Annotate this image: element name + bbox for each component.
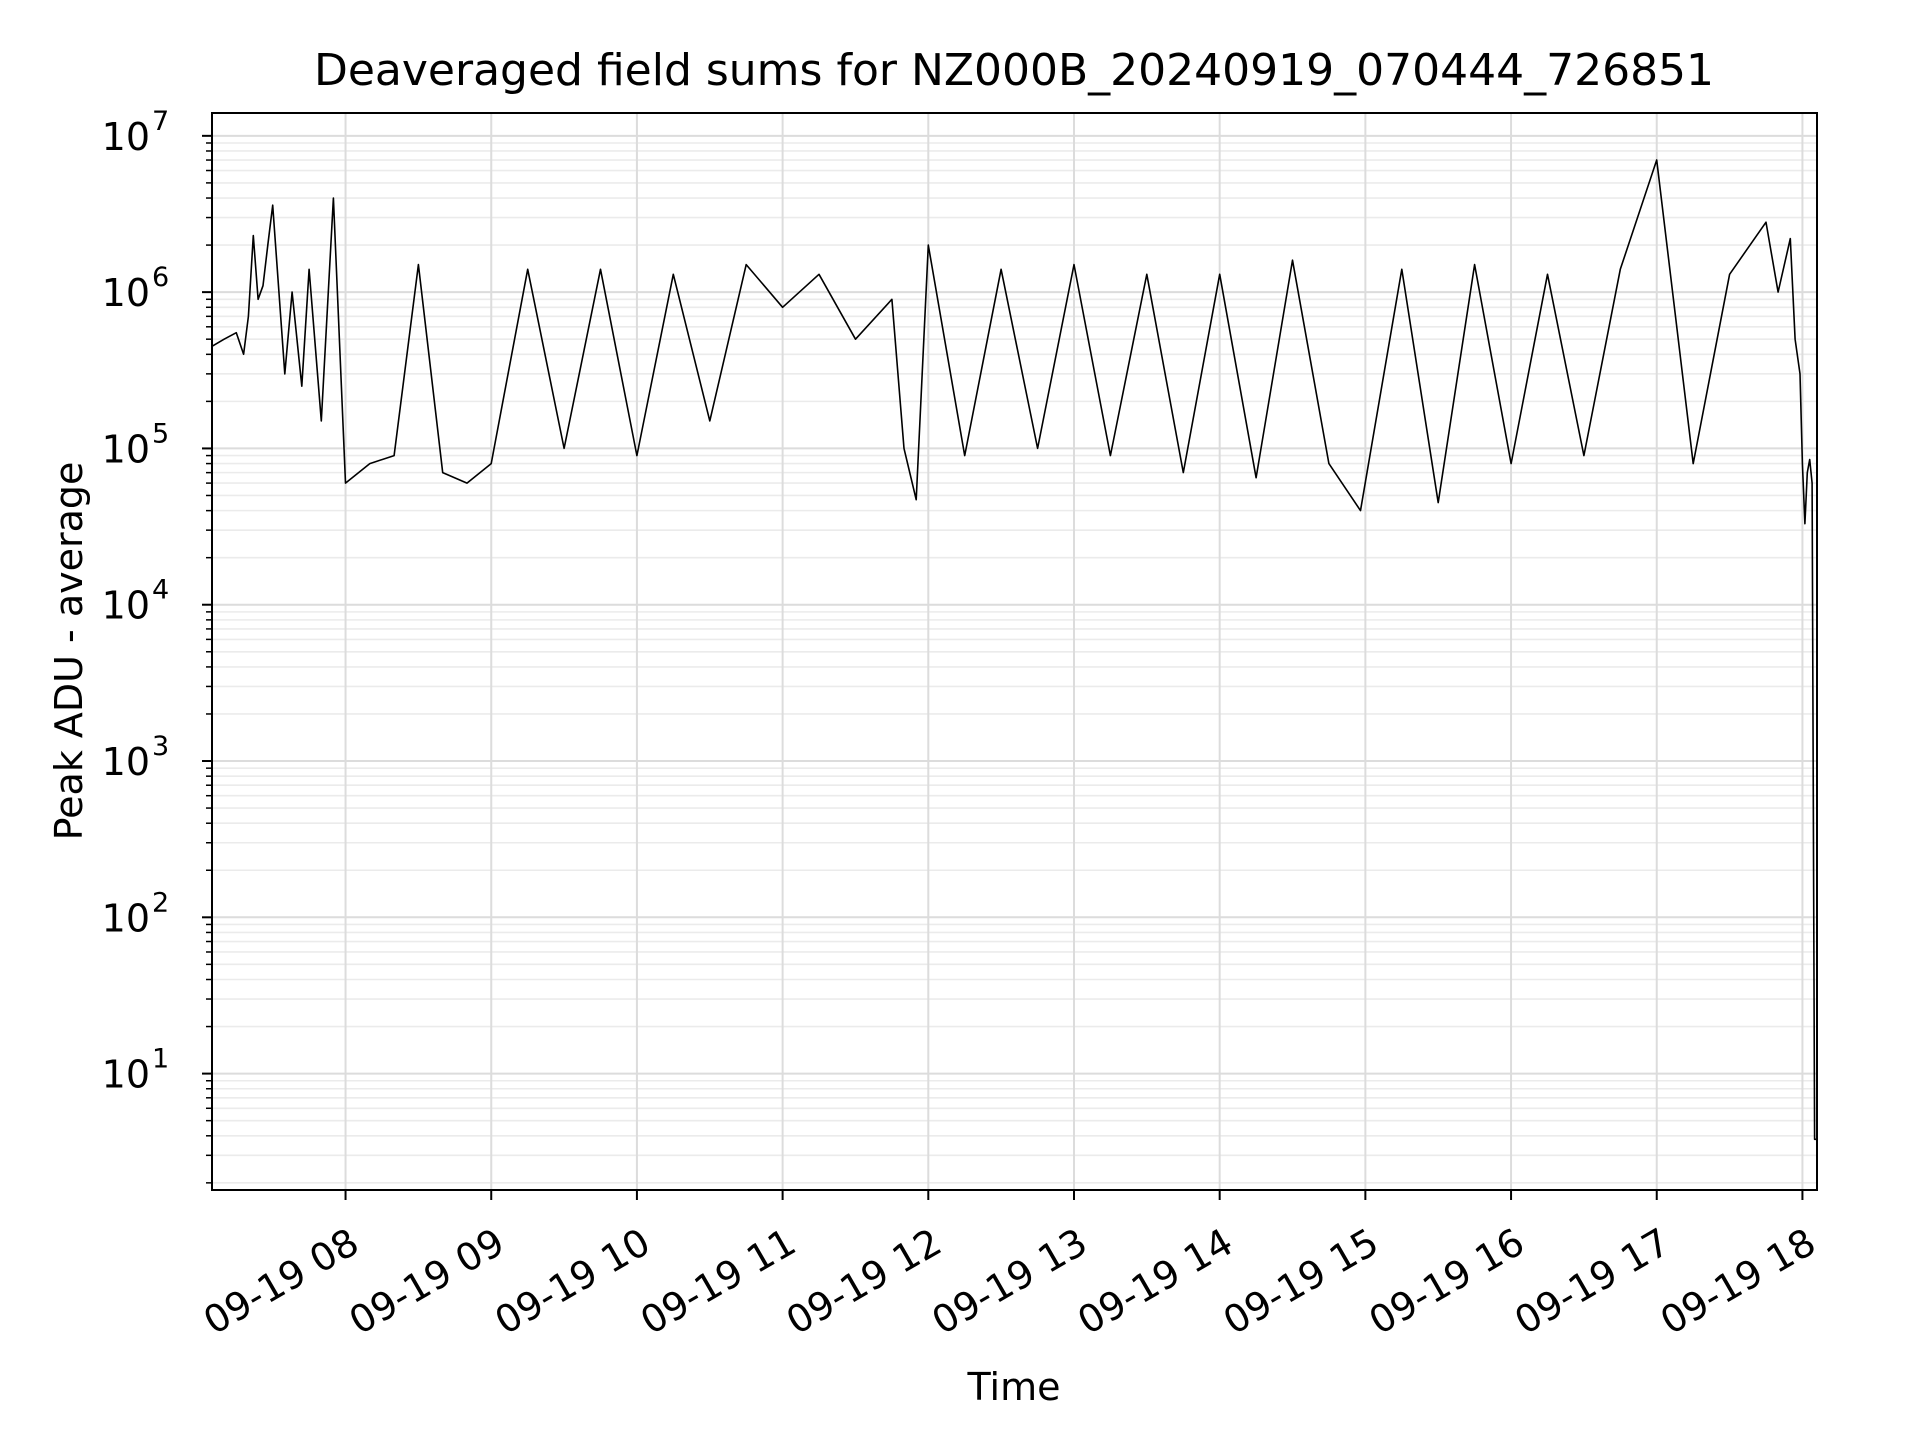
y-tick-label: 10 (102, 740, 150, 784)
y-tick-label-exponent: 6 (152, 262, 169, 293)
x-axis-label: Time (967, 1365, 1061, 1409)
chart-title: Deaveraged field sums for NZ000B_2024091… (314, 45, 1714, 96)
y-tick-label: 10 (102, 427, 150, 471)
y-tick-label: 10 (102, 271, 150, 315)
y-tick-label-exponent: 1 (152, 1044, 169, 1075)
plot-area (211, 159, 1817, 1141)
y-tick-label-exponent: 3 (152, 731, 169, 762)
y-tick-label-exponent: 4 (152, 575, 169, 606)
series-line (211, 159, 1817, 1141)
y-tick-label: 10 (102, 1053, 150, 1097)
y-tick-label-exponent: 5 (152, 418, 169, 449)
grid (212, 113, 1817, 1190)
y-tick-label-exponent: 7 (152, 106, 169, 137)
y-axis-label: Peak ADU - average (47, 462, 91, 841)
y-tick-label: 10 (102, 584, 150, 628)
y-tick-label-exponent: 2 (152, 887, 169, 918)
y-tick-label: 10 (102, 896, 150, 940)
y-tick-label: 10 (102, 115, 150, 159)
